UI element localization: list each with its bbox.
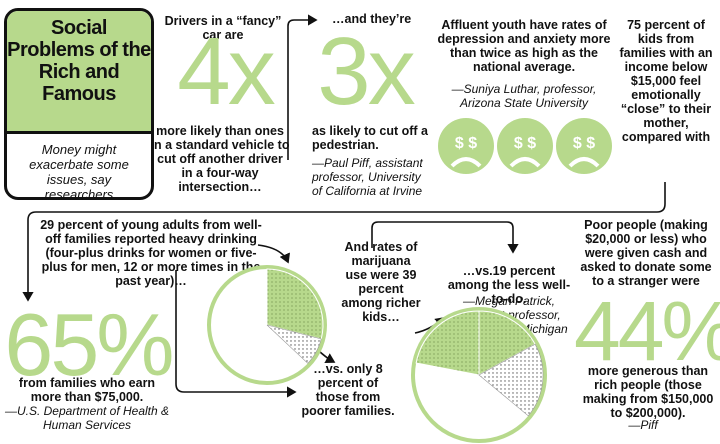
fact7-big-number: 44% [574, 284, 720, 378]
pie1-slice-rich [266, 268, 324, 340]
fact5-after: from families who earn more than $75,000… [18, 376, 156, 404]
face-symbol: $ $ [455, 135, 477, 152]
pie-chart-marijuana [411, 307, 547, 443]
arrow-rich-to-poor [371, 221, 519, 254]
fact3-source: —Suniya Luthar, professor, Arizona State… [451, 82, 597, 110]
fact2-big-number: 3x [317, 18, 415, 125]
fact5-big-number: 65% [4, 295, 174, 394]
arrow-fact1-to-fact2 [287, 14, 318, 160]
fact1-body: more likely than ones in a standard vehi… [150, 124, 290, 194]
arrow-fact5-down-to-poor [175, 270, 297, 398]
fact6-rich: And rates of marijuana use were 39 perce… [341, 240, 421, 324]
title-box: Social Problems of the Rich and Famous M… [4, 8, 154, 200]
arrow-fact5-to-pie1 [257, 244, 290, 264]
pie-chart-drinking [207, 265, 327, 385]
fact4-body: 75 percent of kids from families with an… [619, 18, 713, 144]
sad-face-icon [556, 118, 612, 174]
fact2-lead: …and they’re [332, 12, 412, 26]
pie2-slice-rich [415, 310, 536, 376]
sad-face-icon [497, 118, 553, 174]
fact5-source: —U.S. Department of Health & Human Servi… [4, 404, 170, 432]
fact7-source: —Piff [628, 418, 658, 432]
fact1-lead: Drivers in a “fancy” car are [164, 14, 282, 42]
pie1-slice-poor [266, 324, 322, 364]
fact5-body: 29 percent of young adults from well-off… [40, 218, 262, 288]
fact5-poor-note: …vs. only 8 percent of those from poorer… [301, 362, 395, 418]
sad-face-icon [438, 118, 494, 174]
page-subtitle: Money might exacerbate some issues, say … [29, 142, 129, 200]
page-title: Social Problems of the Rich and Famous [7, 11, 151, 134]
fact6-poor: …vs.19 percent among the less well-to-do… [447, 264, 571, 306]
fact2-body: as likely to cut off a pedestrian. [312, 124, 429, 152]
fact3-body: Affluent youth have rates of depression … [437, 18, 611, 74]
face-symbol: $ $ [514, 135, 536, 152]
face-symbol: $ $ [573, 135, 595, 152]
fact1-big-number: 4x [177, 18, 275, 125]
arrow-fact4-to-fact5 [22, 182, 666, 302]
fact7-body: Poor people (making $20,000 or less) who… [580, 218, 712, 288]
fact2-source: —Paul Piff, assistant professor, Univers… [312, 156, 423, 198]
sad-faces: $ $ $ $ $ $ [438, 118, 612, 174]
pie2-slice-poor [478, 343, 544, 417]
fact7-after: more generous than rich people (those ma… [582, 364, 714, 420]
